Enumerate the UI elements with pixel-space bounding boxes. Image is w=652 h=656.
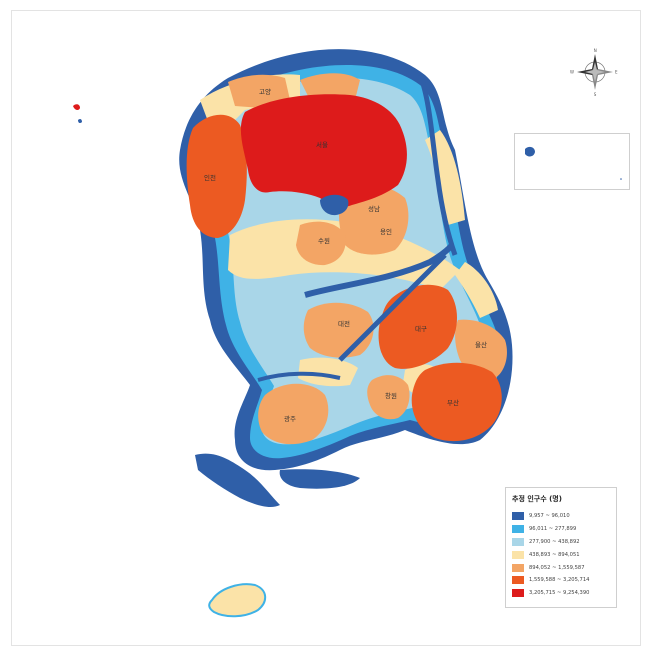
compass-rose-icon: N E S W (570, 48, 618, 97)
legend-label: 3,205,715 ~ 9,254,390 (529, 590, 590, 597)
region-dokdo (620, 178, 622, 180)
inset-map-box (514, 133, 630, 190)
compass-e: E (615, 70, 618, 75)
compass-s: S (594, 92, 597, 97)
region-ulleungdo (525, 146, 535, 157)
legend-swatch (512, 550, 524, 559)
region-dark-channel-1 (304, 243, 455, 298)
label-busan: 부산 (447, 398, 459, 407)
region-dark-channel-3 (417, 74, 458, 256)
region-changwon (367, 375, 410, 420)
region-jeju (208, 583, 267, 618)
islet-west (73, 104, 80, 111)
region-daegu (378, 284, 457, 369)
legend-swatch (512, 589, 524, 598)
label-changwon: 창원 (385, 391, 397, 400)
legend-swatch (512, 576, 524, 585)
label-yongin: 용인 (380, 227, 392, 236)
legend-label: 9,957 ~ 96,010 (529, 513, 570, 520)
region-dark-pocket (320, 194, 349, 216)
legend-label: 277,900 ~ 438,892 (529, 538, 580, 545)
legend-title: 추정 인구수 (명) (512, 495, 562, 503)
region-gwangju (258, 383, 329, 445)
legend-item: 894,052 ~ 1,559,587 (512, 561, 610, 574)
label-ulsan: 울산 (475, 340, 487, 349)
label-gwangju: 광주 (284, 415, 296, 423)
legend-swatch (512, 525, 524, 534)
label-suwon: 수원 (318, 236, 330, 245)
label-goyang: 고양 (259, 88, 271, 96)
legend-item: 3,205,715 ~ 9,254,390 (512, 587, 610, 600)
label-incheon: 인천 (204, 173, 216, 182)
legend-label: 96,011 ~ 277,899 (529, 526, 577, 533)
compass-w: W (570, 70, 574, 75)
legend-label: 1,559,588 ~ 3,205,714 (529, 577, 590, 584)
legend-swatch (512, 563, 524, 572)
region-busan (411, 362, 502, 442)
legend-swatch (512, 537, 524, 546)
region-incheon (186, 114, 247, 238)
label-daejeon: 대전 (338, 319, 350, 328)
label-daegu: 대구 (415, 325, 427, 333)
islet-west-2 (78, 118, 82, 124)
legend-label: 438,893 ~ 894,051 (529, 551, 580, 558)
region-daejeon (303, 302, 374, 358)
legend-swatch (512, 512, 524, 521)
region-cream-southeast (455, 262, 498, 318)
region-cream-middle (298, 357, 358, 387)
legend-item: 1,559,588 ~ 3,205,714 (512, 574, 610, 587)
region-orange-west (300, 73, 360, 100)
legend-rows: 9,957 ~ 96,010 96,011 ~ 277,899 277,900 ~ … (512, 510, 610, 600)
islands-south (279, 469, 360, 489)
islands-southwest (195, 453, 280, 508)
legend-label: 894,052 ~ 1,559,587 (529, 564, 585, 571)
legend: 추정 인구수 (명) 9,957 ~ 96,010 96,011 ~ 277,89… (505, 487, 617, 608)
legend-item: 438,893 ~ 894,051 (512, 548, 610, 561)
legend-item: 9,957 ~ 96,010 (512, 510, 610, 523)
region-goyang (228, 74, 290, 108)
label-seoul: 서울 (316, 140, 328, 149)
region-dark-channel-4 (257, 371, 341, 382)
label-seongnam: 성남 (368, 204, 380, 213)
inset-map (525, 146, 622, 180)
region-suwon (296, 221, 346, 266)
legend-item: 277,900 ~ 438,892 (512, 536, 610, 549)
region-seoul (240, 94, 407, 208)
compass-n: N (594, 48, 597, 53)
region-dark-channel-2 (338, 253, 447, 362)
legend-item: 96,011 ~ 277,899 (512, 523, 610, 536)
